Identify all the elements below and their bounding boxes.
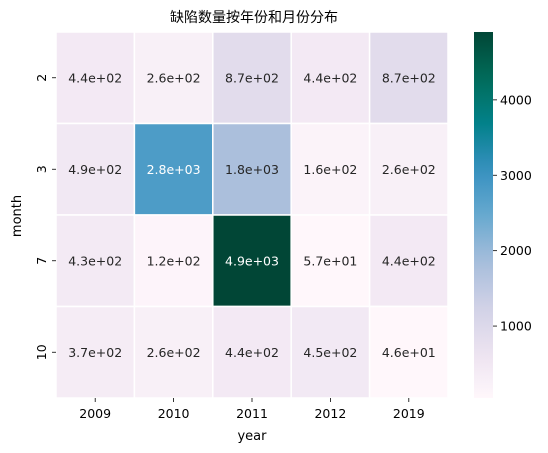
y-tick-label: 3: [34, 165, 49, 173]
x-tick-label: 2009: [79, 406, 111, 421]
cell-label: 8.7e+02: [225, 70, 279, 85]
cell-label: 3.7e+02: [68, 345, 122, 360]
x-tick-label: 2011: [236, 406, 268, 421]
cell-label: 4.9e+03: [225, 253, 279, 268]
heatmap-cell: [133, 31, 214, 125]
cell-label: 1.2e+02: [147, 253, 201, 268]
cell-label: 1.6e+02: [303, 162, 357, 177]
x-axis-ticks: 2009 2010 2011 2012 2019: [79, 398, 425, 421]
colorbar-tick-label: 1000: [500, 319, 532, 334]
cell-label: 1.8e+03: [225, 162, 279, 177]
cell-label: 2.6e+02: [147, 345, 201, 360]
cell-label: 5.7e+01: [303, 253, 357, 268]
colorbar-tick-label: 2000: [500, 243, 532, 258]
x-axis-label: year: [237, 429, 267, 444]
heatmap-cell: [368, 122, 449, 216]
heatmap-cell: [290, 214, 371, 308]
y-tick-label: 2: [34, 74, 49, 82]
x-tick-label: 2010: [158, 406, 190, 421]
y-tick-label: 7: [34, 257, 49, 265]
chart-title: 缺陷数量按年份和月份分布: [170, 10, 338, 26]
cell-label: 4.6e+01: [382, 345, 436, 360]
heatmap-cell: [55, 31, 136, 125]
colorbar-tick-label: 4000: [500, 92, 532, 107]
heatmap-cell: [290, 305, 371, 399]
cell-label: 8.7e+02: [382, 70, 436, 85]
heatmap-cell: [212, 305, 292, 399]
cell-label: 4.5e+02: [303, 345, 357, 360]
y-tick-label: 10: [34, 344, 49, 360]
heatmap-cell: [133, 305, 214, 399]
cell-label: 4.4e+02: [225, 345, 279, 360]
cell-label: 2.6e+02: [147, 70, 201, 85]
colorbar-tick-label: 3000: [500, 168, 532, 183]
colorbar-ticks: 1000 2000 3000 4000: [493, 92, 532, 334]
cell-label: 4.3e+02: [68, 253, 122, 268]
heatmap-cell: [212, 31, 292, 125]
x-tick-label: 2012: [314, 406, 346, 421]
heatmap-cells: 4.4e+02 2.6e+02 8.7e+02 4.4e+02 8.7e+02 4.9e+…: [55, 31, 449, 399]
x-tick-label: 2019: [393, 406, 425, 421]
colorbar: [474, 32, 493, 398]
cell-label: 4.4e+02: [68, 70, 122, 85]
heatmap-cell: [133, 214, 214, 308]
heatmap-cell: [368, 305, 449, 399]
y-axis-ticks: 2 3 7 10: [34, 74, 56, 360]
cell-label: 4.9e+02: [68, 162, 122, 177]
cell-label: 2.8e+03: [147, 162, 201, 177]
cell-label: 2.6e+02: [382, 162, 436, 177]
cell-label: 4.4e+02: [382, 253, 436, 268]
cell-label: 4.4e+02: [303, 70, 357, 85]
y-axis-label: month: [10, 195, 25, 237]
heatmap-cell: [212, 122, 292, 216]
